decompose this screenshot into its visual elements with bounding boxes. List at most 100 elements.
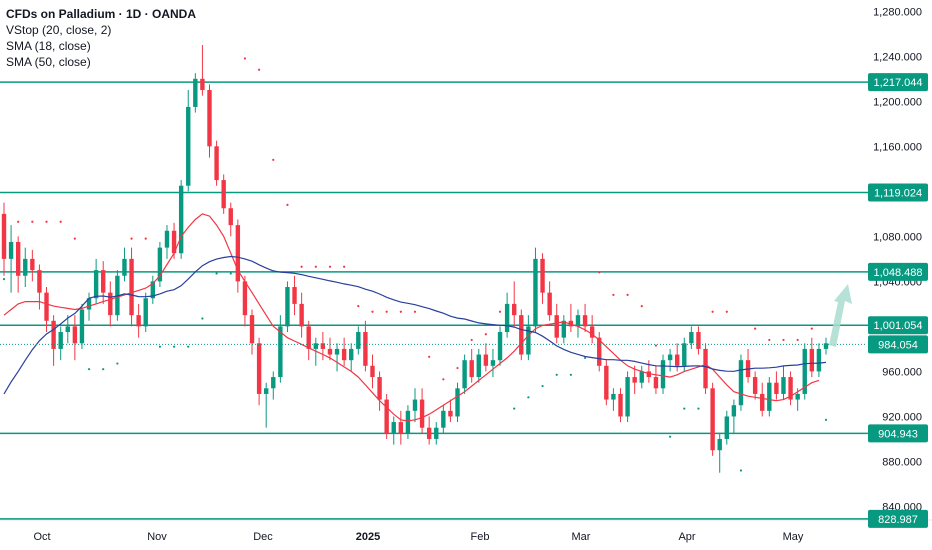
level-label-bg-5 <box>868 509 928 528</box>
candle-body-33 <box>235 225 241 282</box>
candle-body-14 <box>101 270 106 293</box>
candle-body-0 <box>1 213 7 259</box>
vstop-dot-114 <box>810 327 813 330</box>
candle-body-78 <box>554 315 559 338</box>
candle-body-45 <box>320 343 326 349</box>
candle-body-69 <box>490 360 496 366</box>
y-tick-label-6: 960.000 <box>882 366 922 378</box>
candle-57 <box>405 405 411 439</box>
candle-49 <box>349 343 354 372</box>
vstop-dot-12 <box>87 368 91 371</box>
candle-23 <box>164 225 170 259</box>
level-label-0: 1,217.044 <box>874 77 923 89</box>
candle-body-11 <box>79 309 85 344</box>
candle-31 <box>221 174 226 214</box>
candle-2 <box>15 236 21 293</box>
candle-61 <box>434 422 439 445</box>
candle-76 <box>540 253 545 304</box>
candle-84 <box>597 332 602 372</box>
vstop-dot-92 <box>654 344 658 347</box>
y-tick-label-8: 880.000 <box>882 456 922 468</box>
candle-113 <box>802 343 807 400</box>
candle-body-48 <box>341 348 347 361</box>
candle-70 <box>497 326 503 366</box>
candle-69 <box>490 348 496 378</box>
vstop-dot-72 <box>513 407 516 410</box>
candle-body-106 <box>752 377 758 394</box>
vstop-dot-18 <box>130 237 133 240</box>
candle-body-73 <box>519 315 524 355</box>
vstop-dot-106 <box>754 327 757 330</box>
candle-body-41 <box>292 287 297 304</box>
candle-80 <box>568 303 574 333</box>
candle-116 <box>823 337 829 355</box>
x-tick-label-3: 2025 <box>356 531 380 543</box>
legend-vstop[interactable]: VStop (20, close, 2) <box>6 23 112 37</box>
candle-body-97 <box>689 332 694 344</box>
candle-body-18 <box>129 258 134 316</box>
candle-body-90 <box>639 371 644 383</box>
vstop-dot-40 <box>286 203 289 206</box>
legend-sma18[interactable]: SMA (18, close) <box>6 39 91 53</box>
candle-81 <box>575 309 581 338</box>
candle-body-24 <box>171 230 177 254</box>
candle-body-77 <box>547 292 552 316</box>
level-label-1: 1,119.024 <box>874 187 922 199</box>
candle-body-12 <box>86 298 92 310</box>
candle-body-83 <box>589 326 595 338</box>
candle-body-5 <box>37 270 42 293</box>
vstop-dot-42 <box>300 265 303 268</box>
candle-body-25 <box>178 185 184 254</box>
candle-body-103 <box>731 405 737 417</box>
last-price-label-bg <box>868 335 928 354</box>
legend-title[interactable]: CFDs on Palladium · 1D · OANDA <box>6 7 197 21</box>
vstop-dot-2 <box>17 220 20 223</box>
vstop-dot-34 <box>243 57 247 60</box>
legend-sma50[interactable]: SMA (50, close) <box>6 55 91 69</box>
candle-body-1 <box>8 241 14 259</box>
x-tick-label-5: Mar <box>572 531 591 543</box>
vstop-dot-100 <box>711 310 714 313</box>
candle-60 <box>426 416 432 445</box>
vstop-dot-66 <box>470 338 473 342</box>
candle-43 <box>306 320 311 361</box>
candle-body-93 <box>660 360 666 389</box>
vstop-dot-0 <box>2 278 6 281</box>
candle-68 <box>483 343 489 372</box>
candle-body-56 <box>398 422 404 434</box>
candle-38 <box>271 371 276 400</box>
candle-body-81 <box>575 315 581 327</box>
x-tick-label-2: Dec <box>253 531 273 543</box>
candle-5 <box>37 264 42 310</box>
candle-body-37 <box>263 388 269 394</box>
vstop-dot-94 <box>669 435 672 438</box>
candle-50 <box>356 326 361 355</box>
candle-11 <box>79 303 85 349</box>
candle-97 <box>689 326 694 349</box>
candle-body-13 <box>93 270 99 299</box>
vstop-dot-32 <box>229 272 232 275</box>
candle-8 <box>58 326 63 361</box>
level-label-2: 1,048.488 <box>874 267 923 279</box>
candle-body-75 <box>533 258 538 327</box>
candle-body-101 <box>717 438 722 451</box>
candle-body-8 <box>58 332 63 349</box>
vstop-dot-50 <box>357 305 360 308</box>
level-label-bg-1 <box>868 183 928 202</box>
candle-body-43 <box>306 326 311 349</box>
candle-body-64 <box>455 388 460 417</box>
candle-62 <box>441 405 446 434</box>
vstop-dot-98 <box>697 407 700 410</box>
candle-body-88 <box>625 377 630 417</box>
candle-body-62 <box>441 410 446 428</box>
candle-30 <box>214 140 219 186</box>
candle-72 <box>512 281 517 327</box>
candle-body-50 <box>356 332 361 349</box>
last-price-label: 984.054 <box>878 339 918 351</box>
candle-body-59 <box>419 399 425 428</box>
x-tick-label-4: Feb <box>471 531 490 543</box>
vstop-dot-104 <box>739 469 743 472</box>
candle-body-42 <box>299 303 304 327</box>
candle-37 <box>263 382 269 428</box>
